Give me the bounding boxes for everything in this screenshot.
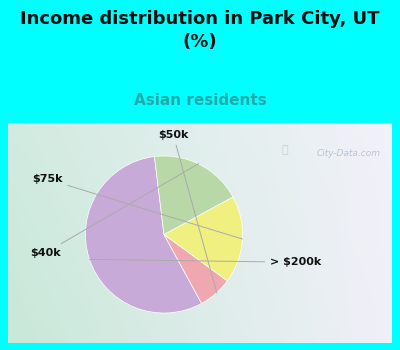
Wedge shape xyxy=(86,156,202,313)
Text: Income distribution in Park City, UT
(%): Income distribution in Park City, UT (%) xyxy=(20,10,380,51)
Wedge shape xyxy=(164,197,242,281)
Wedge shape xyxy=(154,156,233,234)
Text: $50k: $50k xyxy=(158,130,217,293)
Text: > $200k: > $200k xyxy=(89,257,322,267)
Wedge shape xyxy=(164,234,227,303)
Text: ⧖: ⧖ xyxy=(282,145,288,155)
Text: City-Data.com: City-Data.com xyxy=(316,149,380,158)
Text: Asian residents: Asian residents xyxy=(134,93,266,108)
Text: $75k: $75k xyxy=(32,174,242,239)
Text: $40k: $40k xyxy=(30,163,199,258)
